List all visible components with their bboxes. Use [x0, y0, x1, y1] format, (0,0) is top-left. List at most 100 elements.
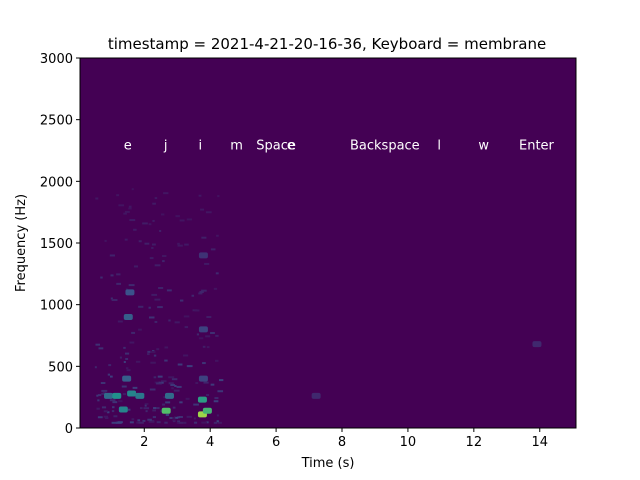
texture-streak	[96, 407, 100, 410]
texture-streak	[142, 222, 148, 225]
x-tick-label: 4	[206, 435, 214, 450]
texture-streak	[95, 197, 99, 200]
texture-streak	[198, 292, 203, 295]
texture-streak	[104, 239, 107, 242]
texture-streak	[127, 408, 131, 411]
texture-streak	[173, 389, 180, 392]
texture-streak	[101, 392, 108, 395]
texture-streak	[164, 346, 169, 349]
texture-streak	[193, 417, 196, 420]
texture-streak	[110, 274, 114, 277]
texture-streak	[128, 207, 132, 210]
texture-streak	[171, 378, 178, 381]
spectrogram-hotspot	[164, 392, 174, 399]
texture-streak	[213, 421, 218, 424]
texture-streak	[149, 388, 156, 391]
texture-streak	[216, 414, 219, 417]
texture-streak	[112, 406, 115, 409]
texture-streak	[158, 286, 164, 289]
texture-streak	[177, 242, 180, 245]
texture-streak	[162, 255, 167, 258]
texture-streak	[172, 417, 176, 420]
texture-streak	[129, 341, 135, 344]
texture-streak	[147, 350, 151, 353]
texture-streak	[178, 421, 184, 424]
texture-streak	[125, 288, 128, 291]
texture-streak	[177, 416, 181, 419]
texture-streak	[123, 361, 126, 364]
texture-streak	[122, 393, 127, 396]
texture-streak	[137, 419, 141, 422]
texture-streak	[183, 421, 187, 424]
texture-streak	[156, 421, 161, 424]
x-axis-label: Time (s)	[301, 456, 355, 471]
texture-streak	[98, 347, 104, 350]
texture-streak	[144, 242, 150, 245]
texture-streak	[210, 248, 216, 251]
texture-streak	[204, 262, 210, 265]
texture-streak	[103, 410, 108, 413]
texture-streak	[151, 293, 158, 296]
texture-streak	[133, 265, 139, 268]
spectrogram-hotspot	[202, 407, 212, 414]
texture-streak	[108, 364, 112, 367]
texture-streak	[118, 204, 125, 207]
texture-streak	[210, 383, 215, 386]
texture-streak	[109, 254, 115, 257]
texture-streak	[205, 211, 212, 214]
texture-streak	[194, 309, 200, 312]
texture-streak	[148, 306, 151, 309]
spectrogram-hotspot	[532, 341, 542, 348]
texture-streak	[217, 421, 222, 424]
texture-streak	[147, 353, 150, 356]
texture-streak	[123, 212, 127, 215]
texture-streak	[143, 407, 150, 410]
texture-streak	[186, 415, 192, 418]
texture-streak	[124, 238, 128, 241]
texture-streak	[123, 346, 126, 349]
texture-streak	[97, 416, 103, 419]
texture-streak	[106, 411, 110, 414]
texture-streak	[124, 352, 130, 355]
texture-streak	[96, 394, 99, 397]
texture-streak	[97, 399, 100, 402]
texture-streak	[139, 407, 143, 410]
texture-streak	[116, 273, 121, 276]
key-annotation: l	[437, 138, 441, 153]
texture-streak	[129, 219, 136, 222]
key-annotation: i	[198, 138, 202, 153]
key-annotation: Space	[256, 138, 296, 153]
texture-streak	[201, 421, 207, 424]
x-tick-label: 6	[272, 435, 280, 450]
texture-streak	[179, 299, 184, 302]
texture-streak	[179, 401, 183, 404]
texture-streak	[176, 385, 182, 388]
texture-streak	[213, 400, 219, 403]
texture-streak	[152, 416, 157, 419]
texture-streak	[205, 335, 211, 338]
texture-streak	[154, 320, 158, 323]
y-tick-label: 3000	[40, 52, 73, 67]
texture-streak	[183, 354, 189, 357]
spectrogram-texture	[94, 188, 224, 424]
texture-streak	[111, 410, 115, 413]
y-axis-label: Frequency (Hz)	[14, 194, 29, 292]
texture-streak	[198, 337, 204, 340]
texture-streak	[124, 210, 130, 213]
key-annotation: m	[230, 138, 243, 153]
texture-streak	[199, 291, 204, 294]
texture-streak	[165, 413, 169, 416]
texture-streak	[111, 421, 118, 424]
x-axis-ticks: 2 4 6 8 10 12 14	[140, 428, 548, 450]
y-axis-ticks: 0 500 1000 1500 2000 2500 3000	[40, 52, 80, 437]
spectrogram-hotspot	[135, 392, 145, 399]
key-annotation: j	[163, 138, 168, 153]
spectrogram-hotspot	[311, 392, 321, 399]
texture-streak	[112, 401, 118, 404]
texture-streak	[138, 421, 144, 424]
texture-streak	[145, 410, 148, 413]
texture-streak	[138, 328, 142, 331]
texture-streak	[169, 417, 175, 420]
texture-streak	[216, 234, 219, 237]
